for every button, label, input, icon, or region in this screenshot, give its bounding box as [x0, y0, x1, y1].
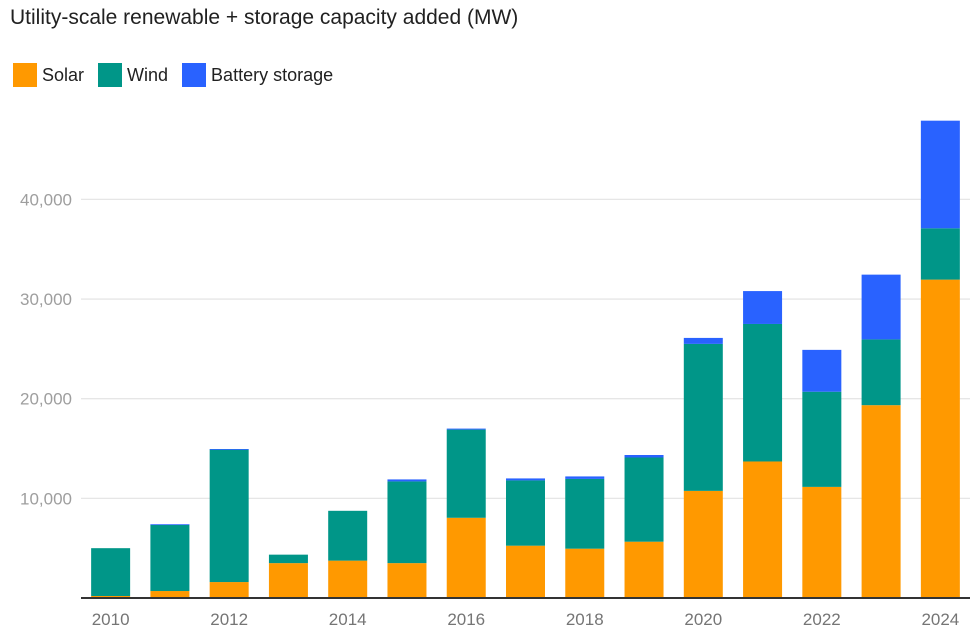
- bar-group-2016[interactable]: [446, 428, 486, 598]
- bar-wind-2021[interactable]: [743, 323, 783, 462]
- x-tick-label: 2012: [210, 610, 248, 629]
- x-tick-label: 2014: [329, 610, 367, 629]
- bar-solar-2020[interactable]: [683, 490, 723, 598]
- x-tick-label: 2020: [684, 610, 722, 629]
- bar-wind-2014[interactable]: [328, 510, 368, 561]
- bar-battery-storage-2022[interactable]: [802, 349, 842, 392]
- bar-group-2020[interactable]: [683, 337, 723, 598]
- y-tick-label: 10,000: [20, 489, 72, 508]
- legend: Solar Wind Battery storage: [13, 62, 347, 88]
- bar-wind-2024[interactable]: [920, 228, 960, 280]
- bar-group-2013[interactable]: [268, 554, 308, 598]
- bar-group-2021[interactable]: [743, 291, 783, 598]
- legend-label-solar: Solar: [42, 64, 85, 85]
- legend-swatch-wind: [98, 63, 123, 87]
- bar-solar-2019[interactable]: [624, 541, 664, 598]
- bar-wind-2015[interactable]: [387, 481, 427, 564]
- bar-battery-storage-2012[interactable]: [209, 449, 249, 450]
- bar-battery-storage-2017[interactable]: [506, 478, 545, 481]
- y-axis-ticks: 10,000 20,000 30,000 40,000: [20, 190, 72, 508]
- bar-battery-storage-2024[interactable]: [920, 120, 960, 229]
- chart-title: Utility-scale renewable + storage capaci…: [10, 6, 519, 29]
- bar-wind-2019[interactable]: [624, 457, 664, 542]
- bar-battery-storage-2018[interactable]: [565, 476, 605, 479]
- bar-wind-2020[interactable]: [683, 343, 723, 491]
- bar-solar-2012[interactable]: [209, 582, 249, 598]
- x-axis-ticks: 2010 2012 2014 2016 2018 2020 2022 2024: [92, 610, 960, 629]
- bar-group-2019[interactable]: [624, 455, 664, 598]
- bar-group-2010[interactable]: [91, 548, 131, 598]
- legend-swatch-solar: [13, 63, 37, 87]
- bar-solar-2014[interactable]: [328, 560, 368, 598]
- bar-group-2017[interactable]: [506, 478, 545, 598]
- bar-solar-2024[interactable]: [920, 279, 960, 598]
- bars: [91, 120, 960, 598]
- bar-wind-2017[interactable]: [506, 480, 545, 546]
- bar-battery-storage-2016[interactable]: [446, 428, 486, 430]
- bar-wind-2022[interactable]: [802, 391, 842, 487]
- bar-battery-storage-2020[interactable]: [683, 337, 723, 344]
- bar-solar-2013[interactable]: [268, 563, 308, 598]
- legend-label-wind: Wind: [127, 64, 169, 85]
- y-tick-label: 30,000: [20, 290, 72, 309]
- bar-solar-2022[interactable]: [802, 486, 842, 598]
- y-tick-label: 20,000: [20, 390, 72, 409]
- bar-group-2011[interactable]: [150, 524, 190, 598]
- bar-battery-storage-2011[interactable]: [150, 524, 190, 526]
- bar-wind-2018[interactable]: [565, 478, 605, 549]
- bar-group-2018[interactable]: [565, 476, 605, 598]
- bar-group-2023[interactable]: [861, 274, 901, 598]
- bar-solar-2011[interactable]: [150, 591, 190, 598]
- legend-swatch-battery-storage: [182, 63, 207, 87]
- legend-item-battery-storage[interactable]: Battery storage: [182, 63, 333, 87]
- bar-wind-2016[interactable]: [446, 429, 486, 518]
- x-tick-label: 2016: [447, 610, 485, 629]
- bar-group-2022[interactable]: [802, 349, 842, 598]
- bar-solar-2015[interactable]: [387, 563, 427, 598]
- y-tick-label: 40,000: [20, 190, 72, 209]
- bar-solar-2021[interactable]: [743, 461, 783, 598]
- bar-wind-2013[interactable]: [268, 554, 308, 564]
- legend-item-solar[interactable]: Solar: [13, 63, 84, 87]
- bar-battery-storage-2015[interactable]: [387, 479, 427, 482]
- bar-battery-storage-2021[interactable]: [743, 291, 783, 324]
- x-tick-label: 2022: [803, 610, 841, 629]
- bar-group-2014[interactable]: [328, 510, 368, 598]
- bar-wind-2012[interactable]: [209, 449, 249, 583]
- x-tick-label: 2024: [921, 610, 959, 629]
- bar-solar-2016[interactable]: [446, 517, 486, 598]
- bar-group-2015[interactable]: [387, 479, 427, 598]
- bar-wind-2023[interactable]: [861, 339, 901, 406]
- bar-group-2012[interactable]: [209, 449, 249, 598]
- bar-solar-2023[interactable]: [861, 405, 901, 598]
- bar-battery-storage-2023[interactable]: [861, 274, 901, 340]
- bar-wind-2010[interactable]: [91, 548, 131, 597]
- bar-group-2024[interactable]: [920, 120, 960, 598]
- legend-item-wind[interactable]: Wind: [98, 63, 168, 87]
- x-tick-label: 2010: [92, 610, 130, 629]
- bar-wind-2011[interactable]: [150, 524, 190, 592]
- bar-battery-storage-2019[interactable]: [624, 455, 664, 458]
- bar-solar-2017[interactable]: [506, 545, 545, 598]
- bar-solar-2018[interactable]: [565, 548, 605, 598]
- legend-label-battery-storage: Battery storage: [211, 64, 334, 85]
- x-tick-label: 2018: [566, 610, 604, 629]
